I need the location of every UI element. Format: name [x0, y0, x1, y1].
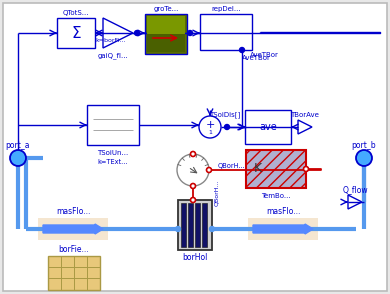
Text: Q_flow: Q_flow	[342, 186, 368, 195]
Text: gaiQ_fl...: gaiQ_fl...	[98, 53, 128, 59]
Text: ave: ave	[259, 122, 277, 132]
Circle shape	[10, 150, 26, 166]
Bar	[145, 14, 187, 54]
Bar	[246, 150, 306, 188]
Text: Σ: Σ	[71, 26, 81, 41]
Text: masFlo...: masFlo...	[56, 208, 90, 216]
Circle shape	[225, 124, 229, 129]
Text: groTe...: groTe...	[153, 6, 179, 12]
Bar	[178, 200, 212, 250]
Bar	[57, 18, 95, 48]
Circle shape	[303, 166, 308, 171]
Bar	[200, 14, 252, 50]
Circle shape	[190, 151, 195, 156]
Text: repDel...: repDel...	[211, 6, 241, 12]
Polygon shape	[103, 18, 133, 48]
Circle shape	[188, 31, 193, 36]
Text: borHol: borHol	[182, 253, 208, 263]
Polygon shape	[348, 195, 362, 209]
Bar	[147, 16, 185, 34]
Bar	[195, 203, 200, 247]
Bar	[245, 110, 291, 144]
Text: QBorH...: QBorH...	[214, 180, 219, 206]
Circle shape	[209, 226, 214, 231]
Text: TSoiUn...: TSoiUn...	[98, 150, 129, 156]
Text: QBorH...: QBorH...	[217, 163, 245, 169]
Bar	[48, 256, 100, 290]
Polygon shape	[298, 120, 312, 134]
Text: AveTBor: AveTBor	[250, 52, 278, 58]
Bar	[248, 218, 318, 240]
Circle shape	[206, 168, 211, 173]
Text: masFlo...: masFlo...	[266, 208, 300, 216]
Circle shape	[135, 31, 140, 36]
FancyArrow shape	[253, 224, 313, 234]
Bar	[87, 105, 139, 145]
Circle shape	[190, 183, 195, 188]
Text: TBorAve: TBorAve	[291, 112, 319, 118]
Text: +: +	[205, 120, 215, 130]
Bar	[181, 203, 186, 247]
Circle shape	[190, 198, 195, 203]
Text: k=borFi...: k=borFi...	[96, 39, 126, 44]
Text: QTotS...: QTotS...	[63, 10, 89, 16]
Bar	[188, 203, 193, 247]
Circle shape	[239, 48, 245, 53]
Bar	[38, 218, 108, 240]
Text: TemBo...: TemBo...	[261, 193, 291, 199]
Circle shape	[177, 154, 209, 186]
Text: AveTBor: AveTBor	[241, 55, 270, 61]
Bar	[147, 34, 185, 52]
FancyArrow shape	[43, 224, 103, 234]
Text: K: K	[254, 163, 262, 176]
Text: k=TExt...: k=TExt...	[98, 159, 128, 165]
Text: TSoiDis[]: TSoiDis[]	[209, 112, 241, 118]
Bar	[202, 203, 207, 247]
Text: port_a: port_a	[6, 141, 30, 151]
Text: 1: 1	[208, 129, 212, 134]
Circle shape	[356, 150, 372, 166]
Circle shape	[199, 116, 221, 138]
Text: borFie...: borFie...	[58, 245, 89, 255]
Circle shape	[176, 226, 181, 231]
Text: port_b: port_b	[352, 141, 376, 151]
